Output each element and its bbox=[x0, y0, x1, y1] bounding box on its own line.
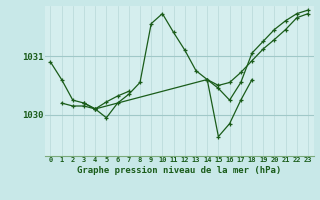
X-axis label: Graphe pression niveau de la mer (hPa): Graphe pression niveau de la mer (hPa) bbox=[77, 166, 281, 175]
